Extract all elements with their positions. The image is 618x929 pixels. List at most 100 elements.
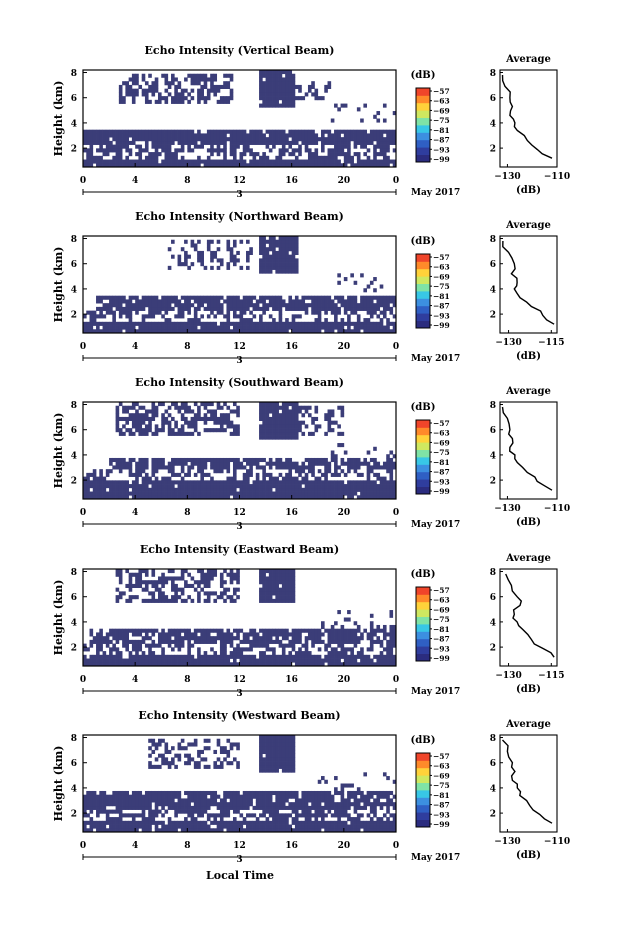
- echo-cell: [216, 416, 221, 421]
- echo-cell: [219, 491, 224, 496]
- echo-cell: [278, 140, 283, 145]
- echo-cell: [92, 802, 97, 807]
- echo-cell: [229, 424, 234, 429]
- echo-cell: [353, 817, 358, 822]
- echo-cell: [105, 310, 110, 315]
- echo-cell: [343, 163, 348, 168]
- echo-cell: [262, 572, 266, 577]
- echo-cell: [340, 457, 345, 463]
- echo-cell: [340, 461, 345, 466]
- echo-cell: [154, 306, 159, 311]
- echo-cell: [294, 416, 299, 421]
- echo-cell: [314, 405, 319, 410]
- echo-cell: [177, 409, 182, 414]
- x-tick-label: 8: [184, 342, 190, 352]
- echo-cell: [236, 632, 240, 637]
- echo-cell: [226, 824, 231, 829]
- echo-cell: [223, 96, 227, 101]
- echo-cell: [190, 662, 195, 667]
- echo-cell: [206, 805, 211, 810]
- echo-cell: [226, 310, 231, 315]
- echo-cell: [239, 299, 244, 304]
- echo-cell: [392, 137, 397, 142]
- echo-cell: [223, 129, 227, 134]
- echo-cell: [360, 472, 364, 477]
- colorbar-frame: [415, 87, 431, 163]
- echo-cell: [232, 254, 237, 259]
- y-tick-label: 2: [71, 477, 77, 487]
- echo-cell: [138, 303, 143, 308]
- echo-cell: [236, 576, 240, 581]
- echo-cell: [343, 310, 348, 315]
- x-tick-label: 0: [80, 342, 86, 352]
- echo-cell: [118, 84, 123, 89]
- echo-cell: [86, 647, 90, 652]
- echo-cell: [281, 435, 286, 440]
- echo-cell: [138, 461, 143, 466]
- echo-cell: [246, 254, 250, 259]
- echo-cell: [285, 92, 289, 97]
- echo-cell: [229, 92, 234, 97]
- echo-cell: [164, 159, 169, 164]
- echo-cell: [122, 457, 126, 463]
- echo-cell: [281, 480, 286, 485]
- echo-cell: [174, 480, 178, 485]
- echo-cell: [311, 84, 315, 89]
- echo-cell: [281, 828, 286, 833]
- echo-cell: [249, 295, 253, 300]
- echo-cell: [386, 491, 390, 496]
- echo-cell: [99, 654, 103, 659]
- echo-cell: [324, 325, 328, 330]
- echo-cell: [157, 306, 162, 311]
- echo-cell: [268, 247, 273, 252]
- echo-cell: [311, 295, 315, 300]
- echo-cell: [291, 654, 296, 659]
- echo-cell: [379, 163, 384, 168]
- echo-cell: [135, 651, 139, 656]
- echo-cell: [262, 409, 266, 414]
- echo-cell: [197, 99, 201, 104]
- echo-cell: [281, 96, 286, 101]
- echo-cell: [369, 163, 374, 168]
- echo-cell: [187, 802, 191, 807]
- echo-cell: [376, 329, 381, 334]
- echo-cell: [86, 137, 90, 142]
- echo-cell: [128, 129, 133, 134]
- echo-cell: [298, 628, 302, 633]
- echo-cell: [180, 428, 185, 433]
- echo-cell: [304, 654, 309, 659]
- echo-cell: [392, 484, 397, 489]
- echo-cell: [268, 88, 273, 93]
- echo-cell: [373, 159, 377, 164]
- echo-cell: [291, 148, 296, 153]
- echo-cell: [236, 129, 240, 134]
- echo-cell: [128, 133, 133, 138]
- echo-cell: [366, 303, 371, 308]
- echo-cell: [330, 450, 335, 455]
- echo-cell: [180, 469, 185, 474]
- echo-cell: [187, 159, 191, 164]
- echo-cell: [327, 148, 332, 153]
- echo-cell: [210, 310, 214, 315]
- echo-cell: [386, 129, 390, 134]
- echo-cell: [265, 92, 270, 97]
- echo-cell: [174, 487, 178, 492]
- echo-cell: [99, 639, 103, 644]
- echo-cell: [193, 144, 198, 149]
- echo-cell: [213, 469, 218, 474]
- echo-cell: [262, 416, 266, 421]
- echo-cell: [109, 469, 113, 474]
- echo-cell: [223, 329, 227, 334]
- echo-cell: [92, 820, 97, 825]
- echo-cell: [304, 329, 309, 334]
- echo-cell: [249, 465, 253, 470]
- echo-cell: [239, 163, 244, 168]
- echo-cell: [350, 306, 354, 311]
- echo-cell: [131, 484, 136, 489]
- colorbar-swatch: [416, 594, 430, 603]
- echo-cell: [161, 461, 165, 466]
- echo-cell: [138, 133, 143, 138]
- echo-cell: [373, 144, 377, 149]
- echo-cell: [265, 654, 270, 659]
- echo-cell: [210, 325, 214, 330]
